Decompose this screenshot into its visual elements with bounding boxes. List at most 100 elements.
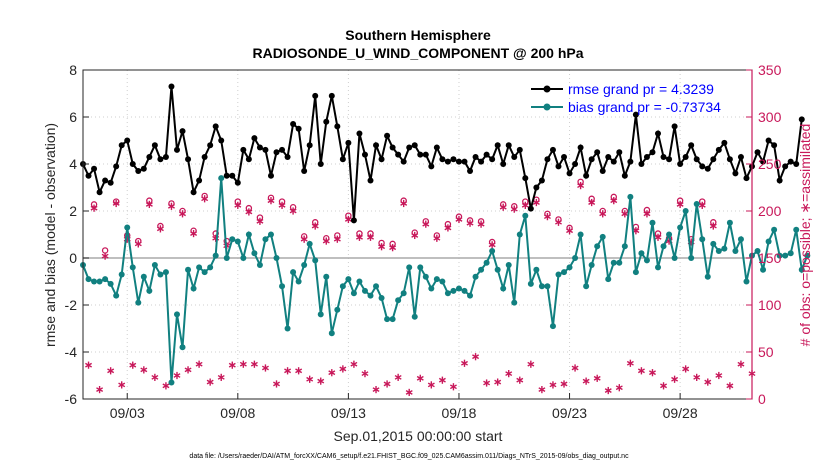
obs-assimilated-marker [615,384,623,392]
obs-assimilated-marker [295,367,303,375]
obs-assimilated-stroke [560,381,568,387]
obs-assimilated-stroke [483,380,491,386]
obs-assimilated-stroke [145,202,153,207]
obs-assimilated-stroke [571,365,579,371]
bias-point [787,250,794,257]
obs-assimilated-stroke [660,383,668,389]
rmse-point [621,172,628,179]
obs-assimilated-stroke [289,208,297,214]
bias-point [96,278,103,285]
bias-point [367,292,374,299]
obs-assimilated-stroke [317,378,325,384]
rmse-point [406,144,413,151]
obs-assimilated-stroke [582,378,590,384]
obs-assimilated-stroke [372,387,380,393]
rmse-point [389,144,396,151]
obs-assimilated-stroke [411,233,419,238]
bias-point [489,247,496,254]
legend-marker [543,85,551,93]
rmse-point [605,153,612,160]
rmse-point [284,153,291,160]
bias-point [467,292,474,299]
rmse-point [96,189,103,196]
bias-point [660,243,667,250]
y-tick-label-right: 300 [758,109,782,125]
rmse-point [356,130,363,137]
bias-point [312,257,319,264]
y-tick-label-right: 150 [758,250,782,266]
obs-assimilated-marker [444,224,452,232]
obs-assimilated-marker [261,364,269,372]
obs-assimilated-marker [184,366,192,374]
bias-point [190,285,197,292]
bias-point [118,271,125,278]
rmse-point [483,151,490,158]
obs-assimilated-stroke [682,366,690,372]
obs-assimilated-marker [278,201,286,209]
rmse-point [505,142,512,149]
obs-assimilated-marker [151,373,159,381]
rmse-point [240,146,247,153]
obs-assimilated-marker [494,378,502,386]
rmse-point [422,151,429,158]
bias-point [483,259,490,266]
bias-point [428,285,435,292]
obs-assimilated-marker [306,375,314,383]
rmse-point [544,156,551,163]
obs-assimilated-marker [267,197,275,205]
rmse-point [671,123,678,130]
obs-assimilated-stroke [566,228,574,234]
rmse-point [218,137,225,144]
rmse-point [417,151,424,158]
rmse-point [334,123,341,130]
obs-assimilated-marker [367,233,374,241]
obs-assimilated-stroke [715,373,723,378]
bias-point [306,240,313,247]
bias-point [511,299,518,306]
obs-assimilated-marker [245,208,253,216]
obs-assimilated-stroke [333,236,341,242]
bias-point [472,273,479,280]
bias-point [616,259,623,266]
bias-point [223,255,230,261]
bias-point [185,266,192,273]
obs-assimilated-marker [140,366,148,374]
obs-assimilated-marker [190,229,198,238]
obs-assimilated-marker [179,210,187,218]
bias-point [384,316,391,323]
rmse-point [776,177,783,184]
obs-assimilated-marker [328,369,336,377]
bias-point [677,224,684,231]
obs-assimilated-marker [284,367,292,375]
bias-point [251,250,258,257]
obs-assimilated-stroke [726,383,734,389]
rmse-point [599,168,606,175]
bias-point [710,240,717,247]
rmse-point [643,153,650,160]
rmse-point [737,153,744,160]
bias-point [649,219,656,226]
obs-assimilated-marker [626,359,634,367]
obs-assimilated-marker [466,219,474,227]
rmse-point [279,146,286,153]
obs-assimilated-marker [361,370,369,378]
rmse-point [627,158,634,165]
bias-point [91,278,98,285]
obs-assimilated-stroke [267,198,275,204]
obs-assimilated-stroke [671,376,679,382]
legend-entry: rmse grand pr = 4.3239 [568,81,714,97]
rmse-point [549,146,556,153]
bias-point [179,344,186,351]
rmse-point [561,153,568,160]
obs-assimilated-marker [217,373,225,381]
bias-point [395,297,402,304]
rmse-point [328,92,335,99]
y-tick-label: 2 [69,203,77,219]
obs-assimilated-marker [239,360,247,368]
obs-assimilated-marker [726,382,734,390]
obs-assimilated-stroke [195,361,203,367]
rmse-point [290,121,297,128]
bias-point [422,273,429,280]
obs-assimilated-stroke [201,196,209,202]
rmse-point [677,161,684,167]
